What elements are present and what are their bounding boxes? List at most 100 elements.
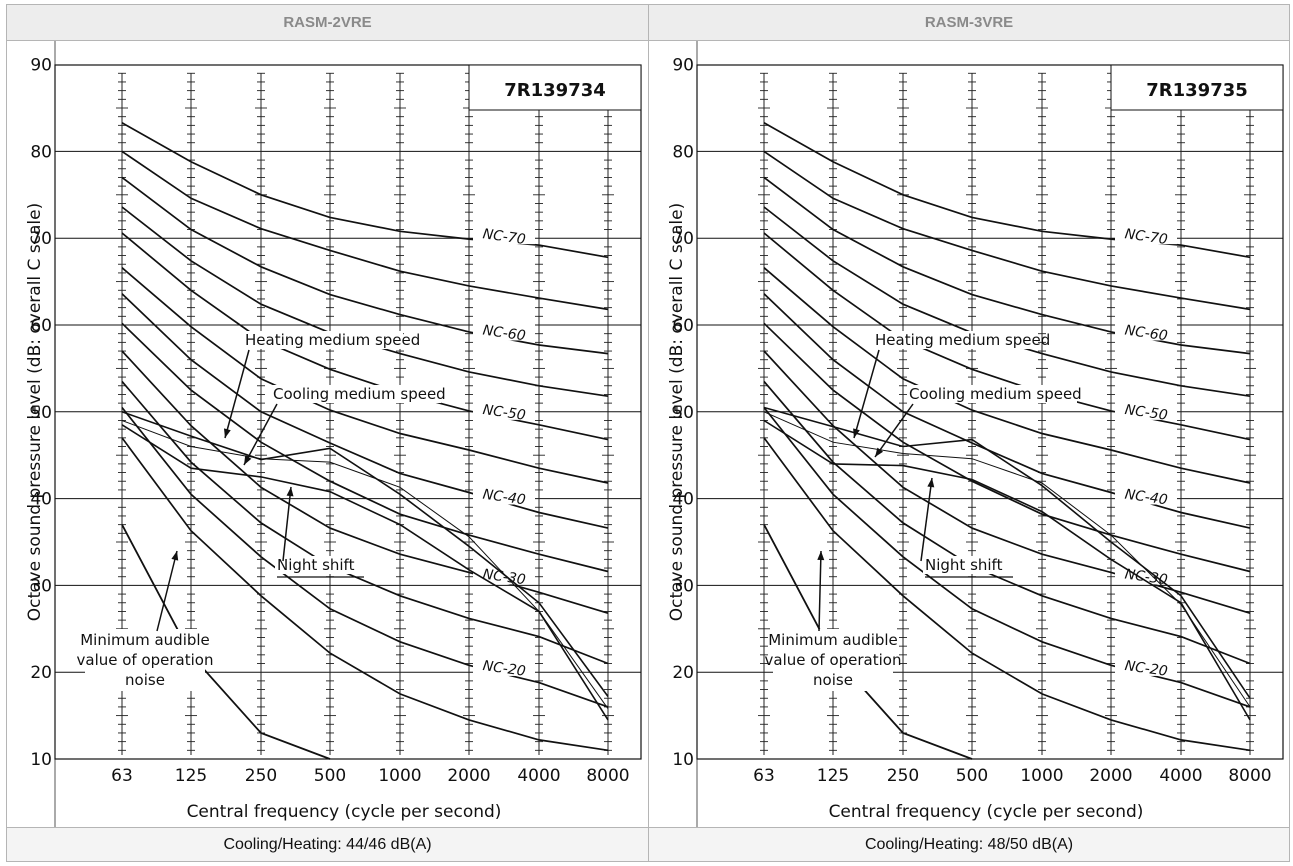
night-shift-annotation: Night shift — [925, 556, 1003, 574]
nc-curve-label: NC-60 — [1124, 323, 1169, 345]
y-tick-label: 60 — [672, 316, 694, 336]
x-tick-label: 8000 — [1228, 766, 1271, 786]
nc-curve — [121, 322, 609, 573]
night-shift-annotation: Night shift — [277, 556, 355, 574]
y-tick-label: 70 — [672, 229, 694, 249]
minimum-audible-annotation: noise — [125, 671, 165, 689]
code-label: 7R139734 — [504, 80, 606, 101]
series-line-2 — [121, 420, 609, 709]
y-tick-label: 10 — [672, 750, 694, 770]
nc-curve-label: NC-40 — [1124, 487, 1169, 509]
annotation-bg — [85, 629, 205, 691]
x-tick-label: 500 — [956, 766, 988, 786]
code-box — [468, 64, 642, 111]
y-tick-label: 10 — [30, 750, 52, 770]
cooling-arrow — [874, 403, 914, 458]
nc-curve — [763, 206, 1251, 398]
nc-curve — [121, 232, 609, 441]
nc-curve — [121, 206, 609, 398]
x-axis-title: Central frequency (cycle per second) — [187, 802, 502, 822]
y-tick-label: 90 — [672, 56, 694, 76]
nc-label-bg — [1115, 488, 1177, 505]
annotation-bg — [923, 556, 1009, 574]
code-label: 7R139735 — [1146, 80, 1248, 101]
y-tick-label: 30 — [30, 576, 52, 596]
series-line-3 — [121, 424, 609, 721]
nc-curve — [763, 406, 1251, 708]
nc-curve-label: NC-50 — [1124, 402, 1169, 424]
nc-label-bg — [473, 324, 535, 341]
nc-curve-label: NC-50 — [482, 402, 527, 424]
nc-curve-label: NC-20 — [1124, 658, 1169, 680]
nc-curve — [121, 437, 609, 752]
chart-root: 10 20 30 40 50 60 70 80 90 63 125 250 500 1000 2000 400… — [25, 41, 642, 827]
x-tick-label: 2000 — [1089, 766, 1132, 786]
minimum-audible-annotation: noise — [813, 671, 853, 689]
y-tick-label: 80 — [30, 142, 52, 162]
y-axis-title: Octave sound pressure level (dB: overall… — [25, 203, 45, 622]
y-tick-label: 20 — [672, 663, 694, 683]
nc-curve — [763, 232, 1251, 441]
x-axis-title: Central frequency (cycle per second) — [829, 802, 1144, 822]
y-axis-title: Octave sound pressure level (dB: overall… — [667, 203, 687, 622]
x-tick-label: 250 — [887, 766, 919, 786]
nc-label-bg — [473, 568, 535, 585]
minimum-audible-annotation: Minimum audible — [80, 631, 210, 649]
minimum-audible-curve — [121, 524, 331, 760]
heating-annotation: Heating medium speed — [875, 331, 1050, 349]
minimum-audible-arrow — [156, 550, 178, 632]
nc-label-bg — [473, 488, 535, 505]
panel-header-left: RASM-2VRE — [7, 5, 648, 41]
nc-label-bg — [1115, 228, 1177, 245]
series-line-2 — [763, 411, 1251, 708]
annotation-bg — [773, 629, 893, 691]
x-tick-label: 125 — [817, 766, 849, 786]
night-shift-arrow — [920, 477, 933, 562]
x-tick-label: 63 — [111, 766, 133, 786]
series-line-3 — [763, 419, 1251, 721]
nc-curve — [763, 293, 1251, 529]
y-tick-label: 80 — [672, 142, 694, 162]
x-tick-label: 1000 — [1020, 766, 1063, 786]
nc-curve-label: NC-30 — [1124, 566, 1169, 588]
chart-root: 10 20 30 40 50 60 70 80 90 63 125 250 500 1000 2000 400… — [667, 41, 1284, 827]
night-shift-arrow-head — [286, 487, 294, 497]
cooling-annotation: Cooling medium speed — [273, 385, 446, 403]
heating-arrow-head — [223, 428, 231, 438]
cooling-annotation: Cooling medium speed — [909, 385, 1082, 403]
nc-label-bg — [473, 403, 535, 420]
y-tick-label: 50 — [672, 403, 694, 423]
x-tick-label: 1000 — [378, 766, 421, 786]
annotation-bg — [243, 331, 403, 349]
y-tick-label: 30 — [672, 576, 694, 596]
nc-curve — [121, 380, 609, 665]
nc-label-bg — [473, 659, 535, 676]
nc-curve — [121, 150, 609, 311]
minimum-audible-annotation: value of operation — [765, 651, 902, 669]
nc-curve-label: NC-70 — [1124, 226, 1169, 248]
x-tick-label: 8000 — [586, 766, 629, 786]
y-tick-label: 90 — [30, 56, 52, 76]
y-tick-label: 60 — [30, 316, 52, 336]
nc-curve — [763, 176, 1251, 355]
annotation-bg — [907, 385, 1077, 403]
column-divider — [648, 5, 649, 861]
minimum-audible-arrow-head — [171, 551, 179, 561]
series-line-1 — [763, 406, 1251, 699]
nc-curve — [121, 267, 609, 484]
panel-footer-left: Cooling/Heating: 44/46 dB(A) — [7, 827, 648, 861]
nc-curve — [763, 322, 1251, 573]
nc-curve — [763, 350, 1251, 615]
nc-chart-left: 10 20 30 40 50 60 70 80 90 63 125 250 500 1000 2000 400… — [25, 41, 642, 827]
nc-curve-label: NC-40 — [482, 487, 527, 509]
x-tick-label: 4000 — [1159, 766, 1202, 786]
heating-arrow-head — [853, 428, 860, 438]
night-shift-arrow — [282, 486, 292, 562]
nc-curve — [121, 406, 609, 708]
y-tick-label: 50 — [30, 403, 52, 423]
nc-label-bg — [1115, 324, 1177, 341]
heating-arrow — [224, 349, 250, 439]
minimum-audible-arrow-head — [817, 551, 825, 561]
minimum-audible-arrow — [818, 550, 822, 632]
series-line-1 — [121, 411, 609, 697]
